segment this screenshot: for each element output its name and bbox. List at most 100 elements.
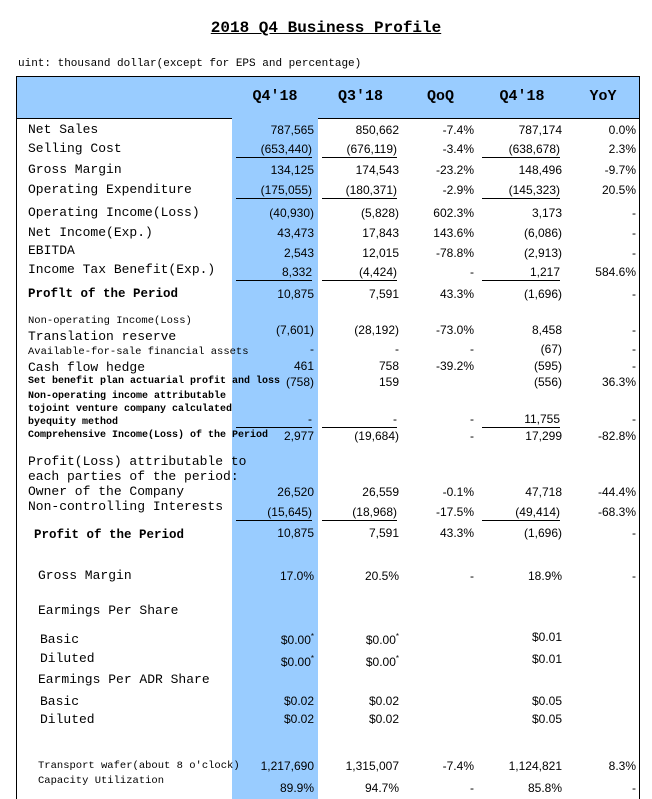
cell-value: (2,913) — [523, 246, 562, 260]
row-label: Net Income(Exp.) — [28, 225, 153, 240]
highlight-column — [232, 118, 318, 799]
cell-value: 0.0% — [608, 123, 636, 137]
cell-value: 43.3% — [439, 287, 474, 301]
cell-value: 758 — [378, 359, 399, 373]
cell-value: - — [632, 412, 636, 426]
cell-value: 17,299 — [525, 429, 562, 443]
cell-value: 20.5% — [601, 183, 636, 197]
column-header: Q4'18 — [499, 88, 545, 105]
cell-value: 1,315,007 — [345, 759, 399, 773]
row-label: Net Sales — [28, 122, 99, 137]
row-label: Owner of the Company — [28, 484, 185, 499]
cell-value: -23.2% — [435, 163, 474, 177]
cell-value: 787,174 — [518, 123, 562, 137]
cell-value: (18,968) — [322, 504, 397, 521]
row-label: Translation reserve — [28, 329, 177, 344]
cell-value: (6,086) — [523, 226, 562, 240]
cell-value: (180,371) — [322, 182, 397, 199]
cell-value: - — [395, 342, 399, 356]
cell-value: -9.7% — [604, 163, 636, 177]
header-band — [16, 76, 640, 119]
cell-value: 2,543 — [283, 246, 314, 260]
cell-value: 26,559 — [362, 485, 399, 499]
cell-value: 2.3% — [608, 142, 636, 156]
row-label: Gross Margin — [28, 162, 122, 177]
row-label: Gross Margin — [38, 568, 132, 583]
cell-value: 174,543 — [355, 163, 399, 177]
cell-value: 26,520 — [277, 485, 314, 499]
row-label: Basic — [40, 694, 80, 709]
cell-value: -78.8% — [435, 246, 474, 260]
cell-value: (49,414) — [482, 504, 560, 521]
cell-value: (676,119) — [322, 141, 397, 158]
cell-value: $0.00* — [280, 654, 314, 669]
cell-value: 12,015 — [362, 246, 399, 260]
cell-value: 134,125 — [270, 163, 314, 177]
cell-value: 94.7% — [364, 781, 399, 795]
row-label: Operating Expenditure — [28, 182, 192, 197]
cell-value: 18.9% — [527, 569, 562, 583]
cell-value: - — [632, 226, 636, 240]
cell-value: 143.6% — [433, 226, 474, 240]
cell-value: - — [322, 411, 397, 428]
cell-value: - — [632, 359, 636, 373]
cell-value: -0.1% — [442, 485, 474, 499]
cell-value: $0.05 — [531, 694, 562, 708]
cell-value: 17,843 — [362, 226, 399, 240]
cell-value: 7,591 — [368, 526, 399, 540]
cell-value: -73.0% — [435, 323, 474, 337]
cell-value: 89.9% — [279, 781, 314, 795]
cell-value: (67) — [540, 342, 562, 356]
cell-value: - — [632, 206, 636, 220]
cell-value: 10,875 — [277, 526, 314, 540]
cell-value: -68.3% — [597, 505, 636, 519]
cell-value: 3,173 — [531, 206, 562, 220]
row-label: Non-operating Income(Loss) — [28, 315, 192, 327]
row-label: Earmings Per Share — [38, 603, 179, 618]
cell-value: 850,662 — [355, 123, 399, 137]
cell-value: 1,217,690 — [260, 759, 314, 773]
cell-value: 1,124,821 — [508, 759, 562, 773]
cell-value: 10,875 — [277, 287, 314, 301]
row-label: Income Tax Benefit(Exp.) — [28, 262, 216, 277]
row-label: Profit of the Period — [34, 528, 185, 542]
cell-value: $0.01 — [531, 652, 562, 666]
cell-value: (40,930) — [269, 206, 314, 220]
cell-value: (1,696) — [523, 287, 562, 301]
cell-value: - — [310, 342, 314, 356]
cell-value: (653,440) — [236, 141, 312, 158]
cell-value: - — [470, 265, 474, 279]
cell-value: (5,828) — [360, 206, 399, 220]
row-label: byequity method — [28, 417, 119, 428]
row-label: Basic — [40, 632, 80, 647]
cell-value: $0.00* — [365, 654, 399, 669]
column-header: QoQ — [426, 88, 454, 105]
row-label: Transport wafer(about 8 o'clock) — [38, 760, 240, 772]
cell-value: - — [632, 323, 636, 337]
row-label: Selling Cost — [28, 141, 122, 156]
cell-value: 1,217 — [482, 264, 560, 281]
cell-value: (175,055) — [236, 182, 312, 199]
row-label: each parties of the period: — [28, 469, 239, 484]
cell-value: 584.6% — [595, 265, 636, 279]
cell-value: $0.01 — [531, 630, 562, 644]
cell-value: (638,678) — [482, 141, 560, 158]
row-label: Non-operating income attributable — [28, 391, 227, 402]
cell-value: 85.8% — [527, 781, 562, 795]
cell-value: (15,645) — [236, 504, 312, 521]
column-header: Q3'18 — [337, 88, 383, 105]
unit-note: uint: thousand dollar(except for EPS and… — [18, 58, 362, 70]
cell-value: - — [236, 411, 312, 428]
row-label: Diluted — [40, 651, 95, 666]
cell-value: (28,192) — [354, 323, 399, 337]
cell-value: 20.5% — [364, 569, 399, 583]
row-label: Non-controlling Interests — [28, 499, 224, 514]
cell-value: 8,458 — [531, 323, 562, 337]
cell-value: (19,684) — [354, 429, 399, 443]
row-label: Set benefit plan actuarial profit and lo… — [28, 376, 281, 387]
row-label: Operating Income(Loss) — [28, 205, 200, 220]
cell-value: - — [632, 569, 636, 583]
cell-value: (556) — [533, 375, 562, 389]
row-label: Cash flow hedge — [28, 360, 146, 375]
